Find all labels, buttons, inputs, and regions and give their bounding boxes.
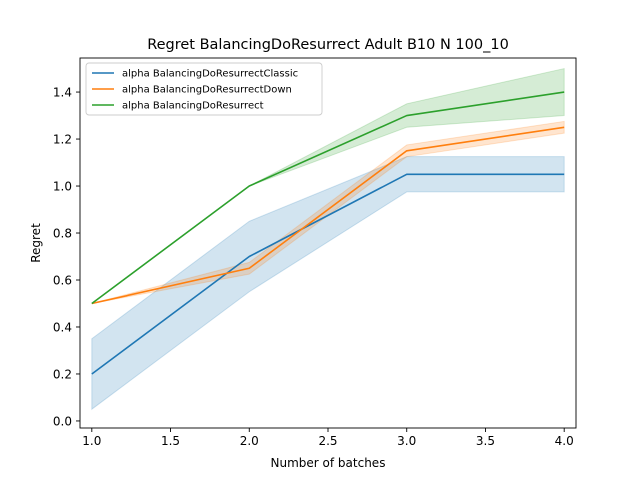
- x-tick-label: 2.5: [318, 434, 337, 448]
- legend-label-1: alpha BalancingDoResurrectClassic: [122, 69, 298, 80]
- x-tick-label: 3.0: [397, 434, 416, 448]
- series-2-line: [91, 126, 565, 305]
- x-tick-label: 1.0: [82, 434, 101, 448]
- y-tick-label: 1.4: [53, 85, 72, 99]
- y-axis: 0.0 0.2 0.4 0.6 0.8 1.0 1.2 1.4: [53, 85, 80, 428]
- x-tick-label: 1.5: [161, 434, 180, 448]
- legend-label-2: alpha BalancingDoResurrectDown: [122, 85, 292, 96]
- y-tick-label: 1.2: [53, 132, 72, 146]
- legend: alpha BalancingDoResurrectClassic alpha B…: [85, 62, 323, 116]
- y-tick-label: 0.8: [53, 226, 72, 240]
- y-tick-label: 1.0: [53, 179, 72, 193]
- x-tick-label: 4.0: [555, 434, 574, 448]
- series-lines: [91, 91, 565, 375]
- x-tick-label: 2.0: [240, 434, 259, 448]
- legend-label-3: alpha BalancingDoResurrect: [122, 101, 264, 112]
- y-axis-label: Regret: [29, 223, 43, 263]
- chart-title: Regret BalancingDoResurrect Adult B10 N …: [147, 37, 509, 53]
- x-tick-label: 3.5: [476, 434, 495, 448]
- series-3-line: [91, 91, 565, 305]
- y-tick-label: 0.4: [53, 320, 72, 334]
- y-tick-label: 0.6: [53, 273, 72, 287]
- y-tick-label: 0.2: [53, 367, 72, 381]
- legend-box: [85, 62, 323, 116]
- series-1-line: [91, 173, 565, 375]
- x-axis-label: Number of batches: [271, 456, 386, 470]
- y-tick-label: 0.0: [53, 414, 72, 428]
- x-axis: 1.0 1.5 2.0 2.5 3.0 3.5 4.0: [82, 428, 574, 448]
